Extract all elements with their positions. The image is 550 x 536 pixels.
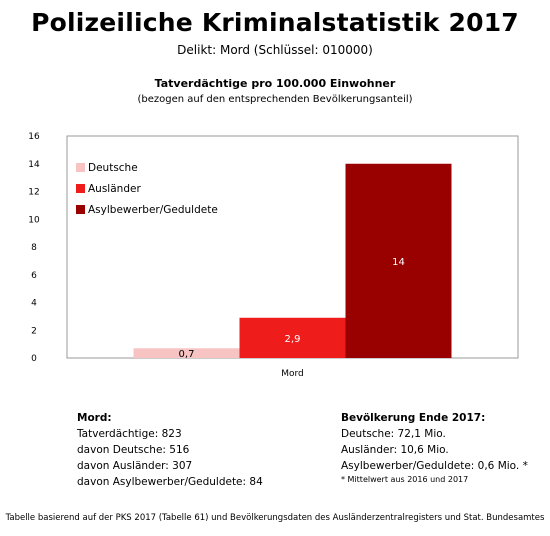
y-tick-label: 8: [31, 243, 37, 253]
legend-swatch: [76, 184, 85, 193]
data-label: 2,9: [285, 334, 301, 345]
y-tick-label: 14: [28, 160, 40, 170]
legend-label: Ausländer: [88, 183, 141, 195]
legend-label: Deutsche: [88, 162, 138, 174]
bar-1: [133, 348, 240, 358]
crime-stats-line: davon Ausländer: 307: [77, 460, 193, 472]
data-label: 14: [392, 257, 405, 268]
crime-stats-heading: Mord:: [77, 412, 112, 424]
population-stats-note: * Mittelwert aus 2016 und 2017: [341, 475, 469, 484]
bar-3: [345, 163, 452, 358]
legend-label: Asylbewerber/Geduldete: [88, 204, 218, 216]
x-tick-label: Mord: [281, 369, 304, 379]
crime-stats-line: davon Deutsche: 516: [77, 444, 190, 456]
source-footer: Tabelle basierend auf der PKS 2017 (Tabe…: [5, 513, 545, 523]
bar-2: [239, 317, 346, 358]
page-subtitle: Delikt: Mord (Schlüssel: 010000): [177, 43, 373, 57]
crime-stats: Mord: Tatverdächtige: 823 davon Deutsche…: [77, 410, 263, 490]
chart-title: Tatverdächtige pro 100.000 Einwohner: [154, 77, 396, 90]
crime-stats-line: Tatverdächtige: 823: [77, 428, 182, 440]
y-tick-label: 12: [28, 188, 39, 198]
y-tick-label: 10: [28, 215, 40, 225]
y-tick-label: 2: [31, 326, 37, 336]
population-stats-line: Deutsche: 72,1 Mio.: [341, 428, 446, 440]
population-stats: Bevölkerung Ende 2017: Deutsche: 72,1 Mi…: [341, 410, 528, 486]
y-tick-label: 0: [31, 354, 37, 364]
data-label: 0,7: [179, 349, 195, 360]
bar-chart: 0 2 4 6 8 10 12 14 16 0,7 2,9 14 Mord Deutsche Ausländ…: [28, 132, 519, 379]
population-stats-line: Asylbewerber/Geduldete: 0,6 Mio. *: [341, 460, 528, 472]
y-tick-label: 16: [28, 132, 40, 142]
y-tick-label: 6: [31, 271, 37, 281]
population-stats-heading: Bevölkerung Ende 2017:: [341, 412, 486, 424]
population-stats-line: Ausländer: 10,6 Mio.: [341, 444, 449, 456]
legend-swatch: [76, 163, 85, 172]
legend-swatch: [76, 205, 85, 214]
page-title: Polizeiliche Kriminalstatistik 2017: [31, 8, 519, 37]
crime-stats-line: davon Asylbewerber/Geduldete: 84: [77, 476, 263, 488]
chart-subtitle: (bezogen auf den entsprechenden Bevölker…: [137, 94, 413, 105]
y-tick-label: 4: [31, 299, 37, 309]
